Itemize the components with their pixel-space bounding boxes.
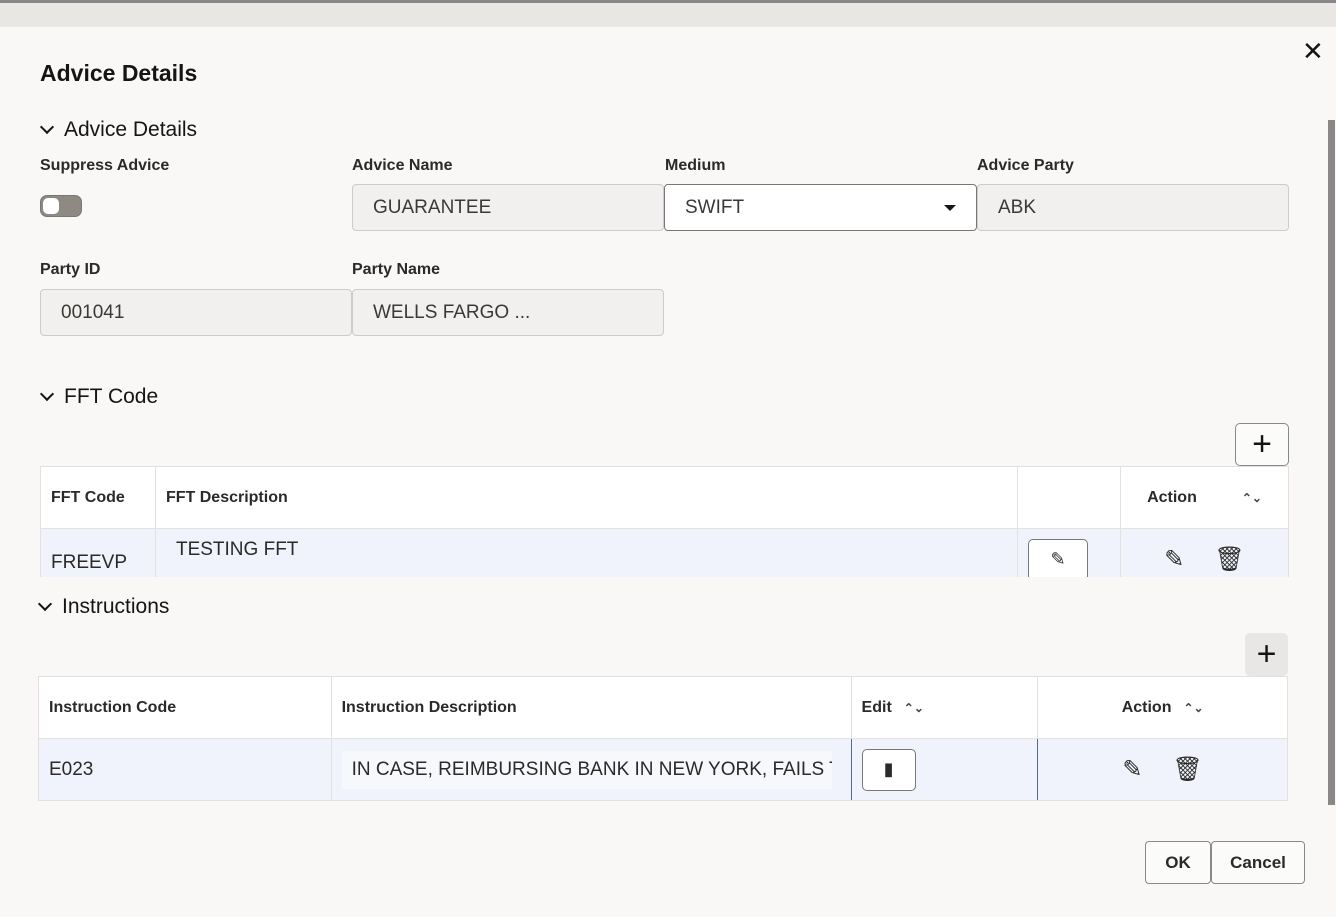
chevron-down-icon — [37, 596, 53, 612]
fft-table: FFT Code FFT Description Action ⌃⌄ FREEVP… — [40, 466, 1289, 577]
col-action[interactable]: Action ⌃⌄ — [1120, 466, 1289, 529]
instruction-description: IN CASE, REIMBURSING BANK IN NEW YORK, F… — [341, 750, 832, 789]
edit-cell: ✎ — [1017, 528, 1122, 577]
trash-icon[interactable]: 🗑 — [1172, 756, 1203, 783]
col-fft-description: FFT Description — [154, 466, 1019, 529]
comment-button[interactable]: ▮ — [861, 748, 916, 791]
section-fft-code[interactable]: FFT Code — [39, 385, 159, 409]
col-edit[interactable]: Edit ⌃⌄ — [850, 676, 1039, 739]
table-row: FREEVP TESTING FFT ✎ ✎ 🗑 — [40, 528, 1289, 577]
sort-icon[interactable]: ⌃⌄ — [1183, 700, 1204, 715]
fft-code-cell: FREEVP — [40, 528, 156, 577]
col-instruction-code: Instruction Code — [38, 676, 332, 739]
advice-name-label: Advice Name — [352, 157, 453, 174]
sort-icon[interactable]: ⌃⌄ — [1241, 490, 1262, 505]
dialog-title: Advice Details — [40, 60, 198, 86]
fft-table-viewport: FFT Code FFT Description Action ⌃⌄ FREEVP… — [40, 466, 1289, 577]
chevron-down-icon — [39, 386, 55, 402]
advice-party-field: ABK — [977, 184, 1289, 231]
table-row: E023 IN CASE, REIMBURSING BANK IN NEW YO… — [38, 738, 1288, 801]
edit-cell: ▮ — [850, 738, 1039, 801]
pencil-icon[interactable]: ✎ — [1164, 546, 1185, 573]
col-edit — [1017, 466, 1122, 529]
add-instruction-button[interactable]: + — [1245, 633, 1288, 676]
action-cell: ✎ 🗑 — [1037, 738, 1288, 801]
party-name-field: WELLS FARGO ... — [352, 289, 664, 336]
advice-name-field: GUARANTEE — [352, 184, 664, 231]
section-instructions[interactable]: Instructions — [37, 595, 170, 619]
table-header: FFT Code FFT Description Action ⌃⌄ — [40, 466, 1289, 529]
background-strip — [0, 0, 1336, 27]
suppress-advice-label: Suppress Advice — [40, 157, 170, 174]
party-name-label: Party Name — [352, 261, 441, 278]
cancel-button[interactable]: Cancel — [1211, 841, 1305, 884]
action-cell: ✎ 🗑 — [1120, 528, 1289, 577]
fft-description-cell: TESTING FFT — [154, 528, 1019, 577]
medium-value: SWIFT — [685, 196, 745, 218]
suppress-advice-toggle[interactable] — [40, 195, 82, 217]
col-fft-code: FFT Code — [40, 466, 156, 529]
ok-button[interactable]: OK — [1145, 841, 1211, 884]
trash-icon[interactable]: 🗑 — [1214, 546, 1245, 573]
col-label: Action — [1147, 488, 1197, 506]
table-header: Instruction Code Instruction Description… — [38, 676, 1288, 739]
description-cell: IN CASE, REIMBURSING BANK IN NEW YORK, F… — [330, 738, 852, 801]
sort-icon[interactable]: ⌃⌄ — [903, 700, 924, 715]
section-title: Instructions — [62, 595, 170, 618]
edit-description-button[interactable]: ✎ — [1028, 538, 1089, 577]
medium-label: Medium — [665, 157, 726, 174]
section-title: FFT Code — [64, 385, 159, 408]
party-id-label: Party ID — [40, 261, 101, 278]
col-action[interactable]: Action ⌃⌄ — [1037, 676, 1288, 739]
instruction-code-cell: E023 — [38, 738, 332, 801]
col-instruction-description: Instruction Description — [330, 676, 852, 739]
advice-party-label: Advice Party — [977, 157, 1074, 174]
add-fft-button[interactable]: + — [1235, 423, 1289, 466]
party-id-field: 001041 — [40, 289, 352, 336]
close-icon[interactable]: ✕ — [1302, 36, 1324, 66]
section-advice-details[interactable]: Advice Details — [39, 118, 198, 142]
instructions-table: Instruction Code Instruction Description… — [38, 676, 1288, 801]
chevron-down-icon — [39, 119, 55, 135]
section-title: Advice Details — [64, 118, 198, 141]
caret-down-icon — [944, 204, 956, 211]
col-label: Action — [1121, 698, 1172, 716]
col-label: Edit — [861, 698, 892, 716]
medium-select[interactable]: SWIFT — [664, 184, 977, 231]
scrollbar[interactable] — [1328, 120, 1335, 805]
pencil-icon[interactable]: ✎ — [1122, 756, 1143, 783]
